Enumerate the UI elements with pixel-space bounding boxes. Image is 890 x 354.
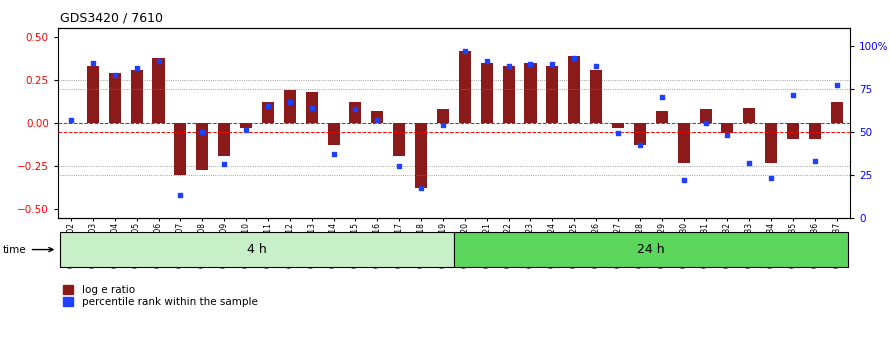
Point — [85, 60, 100, 65]
Point — [414, 185, 428, 191]
Bar — [152, 58, 165, 123]
Bar — [371, 111, 384, 123]
Point — [589, 63, 603, 69]
Text: 4 h: 4 h — [247, 243, 267, 256]
Bar — [677, 123, 690, 162]
Bar — [546, 66, 558, 123]
Point — [174, 193, 188, 198]
Point — [457, 48, 472, 53]
Point — [327, 151, 341, 157]
Bar — [809, 123, 821, 138]
Bar — [634, 123, 646, 145]
Bar — [743, 108, 756, 123]
Point — [480, 58, 494, 64]
Point — [64, 117, 78, 122]
Bar — [109, 73, 121, 123]
Bar — [218, 123, 231, 156]
Bar — [481, 63, 493, 123]
Point — [348, 107, 362, 112]
Bar — [284, 90, 295, 123]
Point — [699, 120, 713, 126]
Point — [392, 163, 407, 169]
Bar — [524, 63, 537, 123]
Point — [808, 158, 822, 164]
Point — [501, 63, 515, 69]
Point — [239, 127, 253, 133]
Bar — [174, 123, 186, 175]
Bar — [415, 123, 427, 188]
Point — [676, 177, 691, 183]
Bar — [568, 56, 580, 123]
Point — [633, 143, 647, 148]
Bar — [656, 111, 668, 123]
Point — [764, 175, 778, 181]
Point — [130, 65, 144, 71]
Point — [304, 105, 319, 110]
Point — [786, 93, 800, 98]
Bar — [60, 232, 454, 267]
Bar — [350, 102, 361, 123]
Point — [523, 62, 538, 67]
Bar — [722, 123, 733, 133]
Legend: log e ratio, percentile rank within the sample: log e ratio, percentile rank within the … — [63, 285, 258, 307]
Point — [611, 131, 625, 136]
Text: GDS3420 / 7610: GDS3420 / 7610 — [60, 11, 163, 24]
Bar — [240, 123, 252, 128]
Point — [261, 103, 275, 109]
Point — [567, 55, 581, 61]
Point — [151, 58, 166, 64]
Point — [108, 72, 122, 78]
Bar — [305, 92, 318, 123]
Point — [217, 161, 231, 167]
Bar — [830, 102, 843, 123]
Point — [655, 95, 669, 100]
Bar — [503, 66, 514, 123]
Bar — [393, 123, 405, 156]
Bar — [437, 109, 449, 123]
Point — [742, 160, 756, 165]
Bar — [131, 70, 142, 123]
Point — [195, 129, 209, 135]
Point — [436, 122, 450, 127]
Bar — [459, 51, 471, 123]
Bar — [612, 123, 624, 128]
Point — [370, 117, 384, 122]
Bar — [197, 123, 208, 170]
Text: 24 h: 24 h — [637, 243, 665, 256]
Point — [829, 82, 844, 88]
Bar — [590, 70, 603, 123]
Bar — [87, 66, 99, 123]
Bar — [262, 102, 274, 123]
Point — [720, 132, 734, 138]
Point — [546, 62, 560, 67]
Point — [283, 99, 297, 105]
Bar — [454, 232, 848, 267]
Bar — [787, 123, 799, 138]
Text: time: time — [4, 245, 53, 255]
Bar — [328, 123, 340, 145]
Bar — [765, 123, 777, 162]
Bar — [700, 109, 711, 123]
